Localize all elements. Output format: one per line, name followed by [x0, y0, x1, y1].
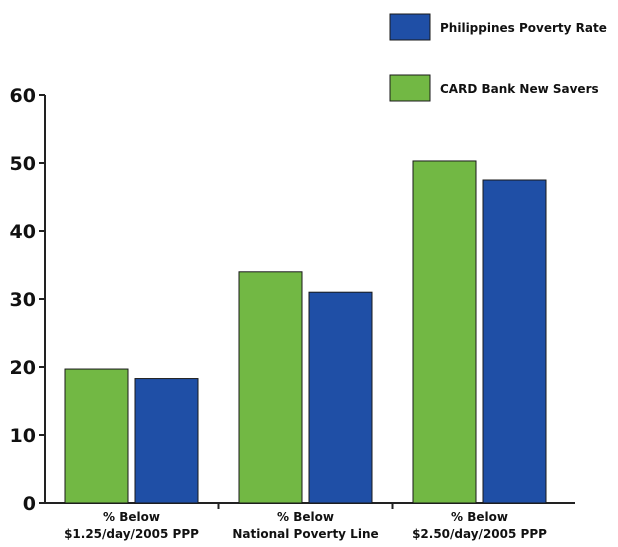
bar-philippines-1	[308, 291, 373, 504]
legend-swatch	[389, 13, 431, 41]
y-axis: 0 10 20 30 40 50 60	[10, 85, 46, 515]
x-category-label: $1.25/day/2005 PPP	[64, 527, 199, 541]
bar-philippines-0	[134, 378, 199, 504]
legend: Philippines Poverty Rate CARD Bank New Sa…	[389, 13, 607, 102]
bar-card-bank-0	[64, 368, 129, 504]
bar-card-bank-2	[412, 160, 477, 504]
y-tick-label: 0	[23, 493, 36, 515]
x-category-label: National Poverty Line	[232, 527, 378, 541]
y-tick-label: 50	[10, 153, 36, 175]
legend-swatch	[389, 74, 431, 102]
y-tick-label: 30	[10, 289, 36, 311]
x-category-label: % Below	[103, 510, 160, 524]
legend-label: CARD Bank New Savers	[440, 82, 599, 96]
x-category-label: % Below	[277, 510, 334, 524]
y-tick-label: 20	[10, 357, 36, 379]
bars	[64, 160, 547, 504]
x-axis	[45, 502, 575, 509]
y-tick-label: 10	[10, 425, 36, 447]
y-tick-label: 60	[10, 85, 36, 107]
x-category-label: % Below	[451, 510, 508, 524]
x-category-label: $2.50/day/2005 PPP	[412, 527, 547, 541]
category-labels: % Below $1.25/day/2005 PPP % Below National…	[64, 510, 547, 541]
bar-card-bank-1	[238, 271, 303, 504]
y-tick-label: 40	[10, 221, 36, 243]
bar-philippines-2	[482, 179, 547, 504]
legend-label: Philippines Poverty Rate	[440, 21, 607, 35]
